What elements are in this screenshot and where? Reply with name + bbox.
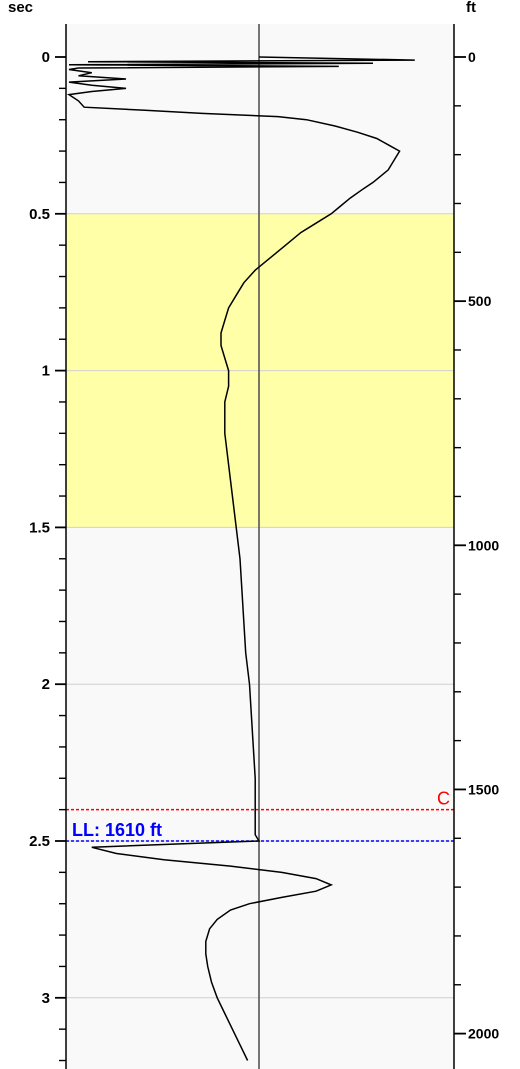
- marker-lines: C LL: 1610 ft: [66, 789, 454, 842]
- left-axis-tick-label: 0: [42, 49, 50, 66]
- right-axis-ticks: 0 500 1000 1500 2000: [454, 49, 499, 1042]
- left-axis-ticks: 0 0.5 1 1.5 2 2.5 3: [29, 49, 66, 1062]
- marker-label: LL: 1610 ft: [72, 820, 162, 840]
- left-axis-unit-label: sec: [8, 0, 33, 16]
- right-axis-tick-label: 1500: [468, 781, 499, 797]
- left-axis-tick-label: 1.5: [29, 519, 50, 536]
- right-axis-tick-label: 500: [468, 293, 492, 309]
- series-trace-line: [66, 56, 415, 1061]
- marker-label: C: [437, 789, 450, 809]
- right-axis-tick-label: 2000: [468, 1026, 499, 1042]
- left-axis-tick-label: 1: [42, 363, 50, 380]
- gridlines: [66, 213, 454, 999]
- right-axis-tick-label: 0: [468, 49, 476, 65]
- left-axis-tick-label: 0.5: [29, 206, 50, 223]
- left-axis-tick-label: 2.5: [29, 833, 50, 850]
- left-axis-tick-label: 3: [42, 990, 50, 1007]
- plot-area: [66, 24, 454, 1069]
- left-axis-tick-label: 2: [42, 676, 50, 693]
- right-axis-tick-label: 1000: [468, 537, 499, 553]
- right-axis-unit-label: ft: [466, 0, 476, 16]
